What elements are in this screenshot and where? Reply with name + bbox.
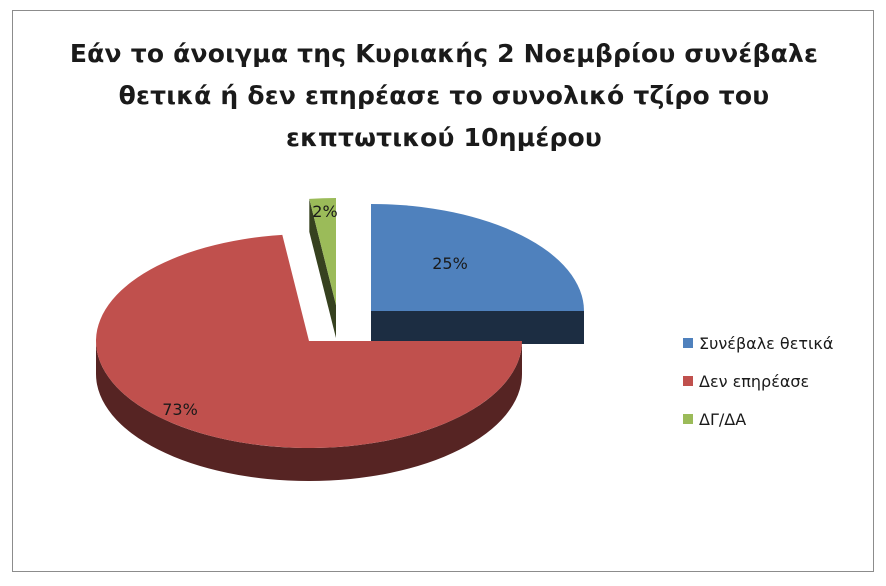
slice-side-no-effect-0 xyxy=(96,341,522,481)
legend-label-positive: Συνέβαλε θετικά xyxy=(699,333,834,353)
pie-sides xyxy=(96,198,584,481)
legend-label-dk-na: ΔΓ/ΔΑ xyxy=(699,409,747,429)
legend-item-dk-na: ΔΓ/ΔΑ xyxy=(683,400,833,438)
slice-positive xyxy=(371,204,584,311)
legend-swatch-dk-na xyxy=(683,414,693,424)
legend-swatch-no-effect xyxy=(683,376,693,386)
data-label-positive: 25% xyxy=(432,254,468,273)
slice-no-effect xyxy=(95,234,522,448)
slice-wall-dk-na-0 xyxy=(309,198,336,338)
legend-swatch-positive xyxy=(683,338,693,348)
chart-title-line-3: εκπτωτικού 10ημέρου xyxy=(285,123,602,152)
chart-title-line-2: θετικά ή δεν επηρέασε το συνολικό τζίρο … xyxy=(118,81,770,110)
legend-item-no-effect: Δεν επηρέασε xyxy=(683,362,833,400)
slice-dk-na xyxy=(309,198,336,305)
pie-tops xyxy=(95,198,584,448)
chart-title: Εάν το άνοιγμα της Κυριακής 2 Νοεμβρίου … xyxy=(13,33,875,159)
slice-wall-positive-1 xyxy=(371,311,584,344)
legend-item-positive: Συνέβαλε θετικά xyxy=(683,324,833,362)
data-label-dk-na: 2% xyxy=(312,202,337,221)
legend: Συνέβαλε θετικά Δεν επηρέασε ΔΓ/ΔΑ xyxy=(683,324,833,438)
legend-label-no-effect: Δεν επηρέασε xyxy=(699,371,810,391)
chart-area: Εάν το άνοιγμα της Κυριακής 2 Νοεμβρίου … xyxy=(12,10,874,572)
pie-labels: 25% 73% 2% xyxy=(162,202,468,419)
pie-plot: 25% 73% 2% xyxy=(95,198,584,481)
data-label-no-effect: 73% xyxy=(162,400,198,419)
chart-title-line-1: Εάν το άνοιγμα της Κυριακής 2 Νοεμβρίου … xyxy=(69,39,819,68)
